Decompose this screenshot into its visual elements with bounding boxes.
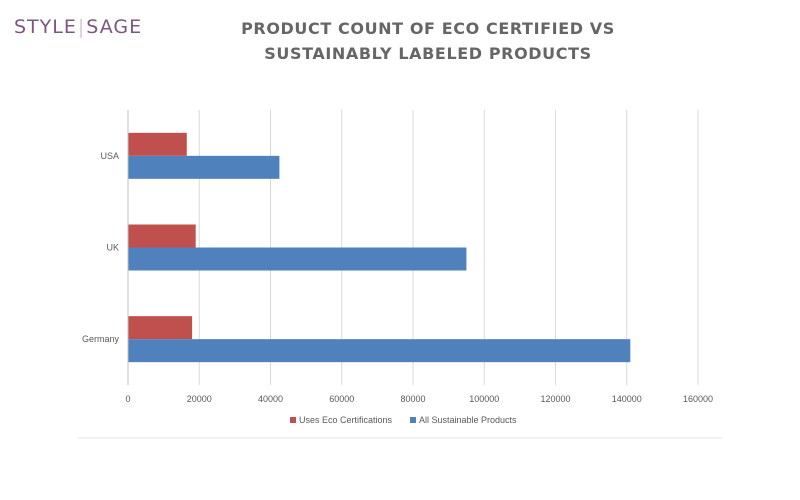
y-tick-label-usa: USA	[100, 151, 119, 161]
x-tick-label-140000: 140000	[612, 394, 642, 404]
x-tick-label-60000: 60000	[329, 394, 354, 404]
x-tick-label-40000: 40000	[258, 394, 283, 404]
bar-chart: 0 20000 40000 60000 80000 100000 120000 140000 1…	[0, 0, 800, 500]
bar-usa-all-sustainable	[128, 156, 279, 179]
bar-uk-eco-certifications	[128, 225, 196, 248]
bar-uk-all-sustainable	[128, 248, 466, 271]
legend-swatch-0	[290, 417, 296, 423]
x-tick-label-0: 0	[125, 394, 130, 404]
x-tick-label-160000: 160000	[683, 394, 713, 404]
legend-swatch-1	[410, 417, 416, 423]
bar-germany-eco-certifications	[128, 316, 192, 339]
x-tick-label-120000: 120000	[540, 394, 570, 404]
bar-usa-eco-certifications	[128, 133, 187, 156]
x-tick-label-20000: 20000	[187, 394, 212, 404]
legend-label-1: All Sustainable Products	[419, 415, 517, 425]
legend-label-0: Uses Eco Certifications	[299, 415, 393, 425]
x-tick-label-80000: 80000	[400, 394, 425, 404]
y-tick-label-germany: Germany	[82, 334, 120, 344]
x-tick-label-100000: 100000	[469, 394, 499, 404]
y-tick-label-uk: UK	[106, 243, 119, 253]
bar-germany-all-sustainable	[128, 339, 630, 362]
